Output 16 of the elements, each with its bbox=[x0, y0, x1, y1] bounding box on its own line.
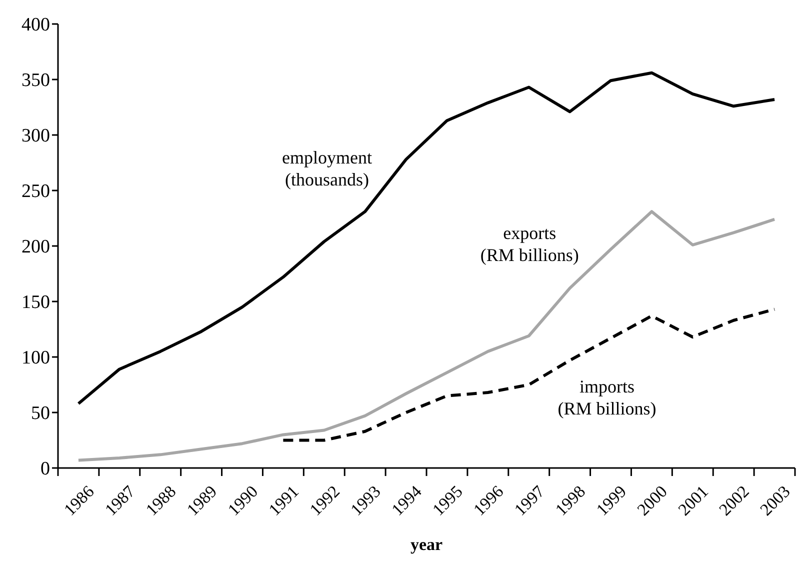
y-tick-label: 400 bbox=[22, 14, 50, 36]
y-tick-label: 150 bbox=[22, 292, 50, 314]
y-tick-label: 200 bbox=[22, 236, 50, 258]
line-series bbox=[282, 308, 776, 442]
y-tick-label: 250 bbox=[22, 181, 50, 202]
x-axis-title: year bbox=[410, 535, 443, 554]
annotation: imports (RM billions) bbox=[558, 376, 656, 418]
x-tick-label: 1991 bbox=[265, 482, 303, 520]
y-tick-label: 350 bbox=[22, 70, 50, 92]
line-series bbox=[76, 210, 776, 462]
y-tick-label: 0 bbox=[40, 458, 50, 480]
y-tick-label: 300 bbox=[22, 126, 50, 147]
y-tick-label: 50 bbox=[31, 403, 50, 424]
y-tick-label: 100 bbox=[22, 348, 50, 369]
annotation: employment (thousands) bbox=[282, 148, 372, 190]
annotation: exports (RM billions) bbox=[480, 223, 579, 266]
